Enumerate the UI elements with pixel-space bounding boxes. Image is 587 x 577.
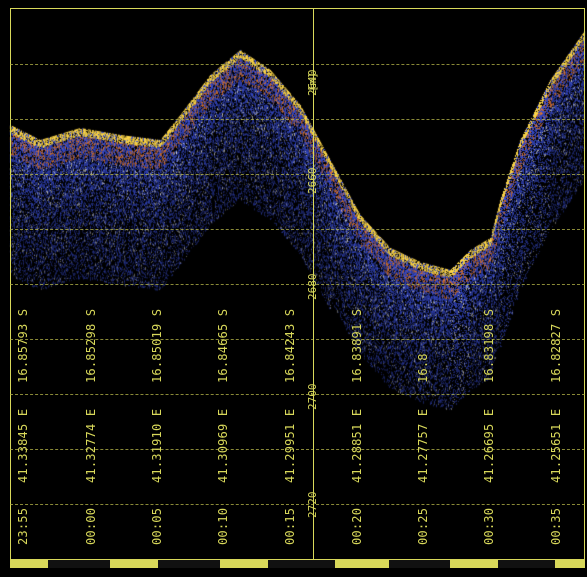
- track-time: 00:30: [482, 507, 496, 545]
- track-time: 00:35: [549, 507, 563, 545]
- depth-tick-label: 2700: [306, 383, 319, 411]
- depth-tick-label: 2640: [306, 69, 319, 97]
- track-lat: 16.84665 S: [216, 308, 230, 383]
- depth-tick-label: 2680: [306, 273, 319, 301]
- track-time: 00:00: [84, 507, 98, 545]
- depth-gridline: [10, 64, 585, 65]
- track-lon: 41.26695 E: [482, 408, 496, 483]
- depth-gridline: [10, 504, 585, 505]
- track-lat: 16.82827 S: [549, 308, 563, 383]
- time-scrollbar[interactable]: [10, 560, 585, 568]
- track-time: 00:05: [150, 507, 164, 545]
- track-lat: 16.85019 S: [150, 308, 164, 383]
- track-lon: 41.28851 E: [350, 408, 364, 483]
- depth-gridline: [10, 119, 585, 120]
- depth-gridline: [10, 174, 585, 175]
- track-lat: 16.83891 S: [350, 308, 364, 383]
- time-segment: [10, 560, 48, 568]
- track-lat: 16.8: [416, 353, 430, 383]
- depth-gridline: [10, 449, 585, 450]
- track-time: 23:55: [16, 507, 30, 545]
- depth-tick-label: 2720: [306, 491, 319, 519]
- time-segment: [450, 560, 498, 568]
- track-time: 00:25: [416, 507, 430, 545]
- time-segment: [110, 560, 158, 568]
- track-time: 00:10: [216, 507, 230, 545]
- depth-gridline: [10, 229, 585, 230]
- track-lat: 16.83198 S: [482, 308, 496, 383]
- track-lon: 41.31910 E: [150, 408, 164, 483]
- depth-gridline: [10, 394, 585, 395]
- depth-gridline: [10, 339, 585, 340]
- track-lon: 41.29951 E: [283, 408, 297, 483]
- depth-cursor-line[interactable]: [313, 8, 314, 560]
- track-time: 00:15: [283, 507, 297, 545]
- track-time: 00:20: [350, 507, 364, 545]
- track-lat: 16.85298 S: [84, 308, 98, 383]
- time-segment: [555, 560, 585, 568]
- track-lon: 41.32774 E: [84, 408, 98, 483]
- track-lat: 16.84243 S: [283, 308, 297, 383]
- track-lon: 41.33845 E: [16, 408, 30, 483]
- track-lat: 16.85793 S: [16, 308, 30, 383]
- track-lon: 41.27757 E: [416, 408, 430, 483]
- time-segment: [335, 560, 389, 568]
- depth-gridline: [10, 284, 585, 285]
- time-segment: [220, 560, 268, 568]
- depth-tick-label: 2660: [306, 167, 319, 195]
- track-lon: 41.30969 E: [216, 408, 230, 483]
- track-lon: 41.25651 E: [549, 408, 563, 483]
